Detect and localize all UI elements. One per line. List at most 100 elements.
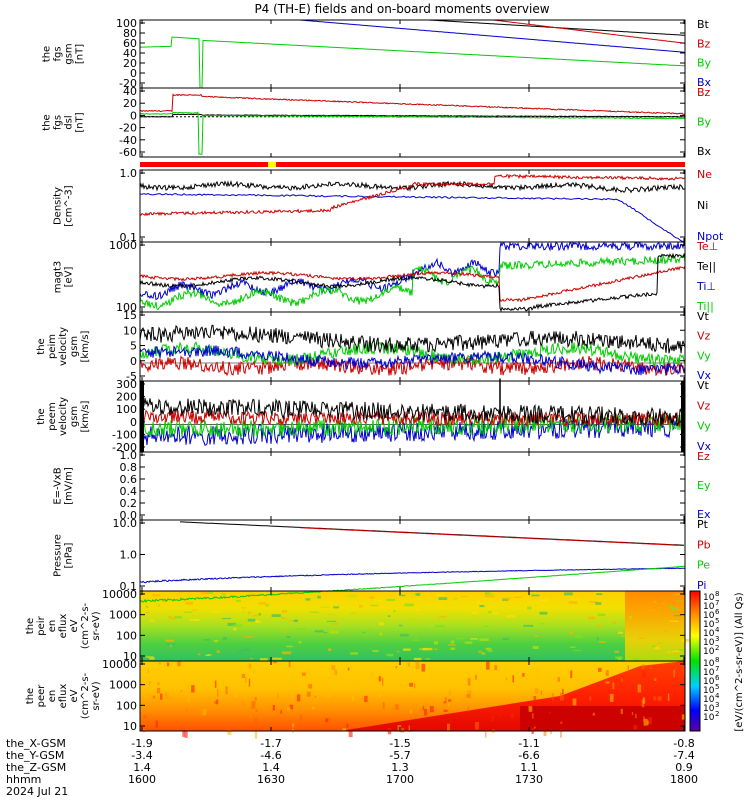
spectro-cell [653, 600, 657, 603]
y-axis-label: fgs [53, 115, 64, 130]
spectro-cell [281, 651, 292, 655]
ephemeris-value: 1730 [515, 773, 543, 786]
spectro-cell [505, 677, 508, 681]
y-tick-label: 100 [116, 301, 137, 314]
legend-entry: Te⊥ [696, 240, 718, 253]
spectro-cell [251, 701, 256, 709]
y-tick-label: 0.0 [120, 509, 138, 522]
y-axis-label: gsm [69, 406, 80, 427]
spectro-cell [468, 622, 478, 625]
spectro-cell [272, 657, 282, 660]
spectro-cell [403, 683, 407, 687]
spectro-cell [447, 723, 450, 731]
spectro-cell [400, 727, 405, 733]
series-bx-dsl [140, 113, 686, 118]
series-by-gsm [140, 36, 686, 89]
spectro-cell [409, 682, 413, 687]
spectro-cell [371, 650, 379, 652]
y-axis-label: velocity [58, 397, 69, 436]
spectro-cell [654, 678, 657, 681]
legend-entry: Vz [697, 330, 711, 343]
spectro-cell [539, 599, 547, 601]
spectro-cell [414, 683, 416, 689]
spectro-cell [247, 613, 250, 615]
spectro-cell [589, 696, 592, 701]
spectro-cell [569, 646, 576, 648]
spectro-cell [478, 650, 482, 653]
legend-entry: Bx [697, 76, 712, 89]
colorbar-tick-exp: 8 [715, 656, 719, 664]
spectro-cell [648, 609, 659, 612]
spectro-cell [594, 591, 604, 595]
legend-entry: Ti|| [696, 300, 714, 313]
spectro-cell [560, 729, 562, 738]
legend-entry: Ni [697, 199, 708, 212]
spectro-cell [437, 604, 444, 607]
y-axis-label: [nT] [75, 44, 86, 64]
spectro-cell [177, 651, 182, 653]
spectro-cell [643, 716, 645, 723]
spectro-cell [330, 603, 337, 605]
spectro-cell [149, 681, 151, 685]
colorbar-tick-label: 10 [703, 638, 715, 648]
spectro-cell [281, 610, 288, 613]
spectro-cell [202, 709, 206, 716]
y-axis-label: gsm [64, 43, 75, 64]
legend-entry: Pt [697, 518, 709, 531]
y-axis-label: peer [36, 684, 47, 708]
spectro-cell [258, 602, 267, 605]
spectro-cell [308, 683, 312, 689]
spectro-cell [319, 679, 323, 683]
colorbar-tick-label: 10 [703, 647, 715, 657]
spectro-cell [433, 648, 438, 651]
y-tick-label: 80 [123, 27, 137, 40]
colorbar-tick-label: 10 [703, 602, 715, 612]
legend-entry: Ti⊥ [696, 280, 716, 293]
spectro-cell [369, 650, 373, 654]
y-tick-label: 5 [130, 340, 137, 353]
ephemeris-label: hhmm [6, 773, 41, 786]
spectro-cell [145, 656, 154, 658]
spectro-cell [491, 716, 494, 722]
spectro-cell [597, 624, 601, 628]
y-axis-label: E=-VxB [53, 467, 64, 504]
spectro-cell [287, 706, 291, 711]
spectro-cell [379, 622, 384, 626]
ephemeris-value: -1.9 [131, 737, 152, 750]
spectro-cell [642, 670, 646, 678]
spectro-cell [254, 596, 264, 599]
spectro-cell [248, 678, 251, 687]
ephemeris-value: 1800 [670, 773, 698, 786]
y-tick-label: 20 [123, 97, 137, 110]
colorbar-tick-exp: 7 [715, 599, 719, 607]
spectro-cell [370, 673, 373, 678]
spectro-cell [289, 704, 294, 710]
series-ti-par [139, 254, 686, 311]
spectro-cell [572, 698, 577, 706]
spectro-cell [438, 597, 448, 600]
spectro-cell [174, 615, 182, 619]
spectro-cell [254, 730, 258, 739]
spectro-cell [298, 641, 302, 644]
y-tick-label: -60 [119, 146, 137, 159]
spectro-cell [425, 628, 428, 631]
spectro-cell [502, 598, 509, 601]
spectro-cell [425, 658, 431, 660]
legend-entry: Npot [697, 230, 724, 243]
ephemeris-value: 1700 [386, 773, 414, 786]
spectro-cell [305, 598, 311, 601]
y-tick-label: 1.0 [120, 449, 138, 462]
spectro-cell [618, 631, 624, 634]
spectro-cell [512, 594, 521, 596]
spectro-cell [168, 615, 172, 619]
spectro-cell [627, 665, 629, 672]
spectro-cell [221, 618, 231, 620]
ephemeris-label: the_X-GSM [6, 737, 66, 750]
spectro-cell [326, 620, 337, 622]
y-tick-label: 0.4 [120, 485, 138, 498]
spectro-cell [347, 667, 350, 671]
ephemeris-label: the_Z-GSM [6, 761, 66, 774]
spectro-cell [382, 678, 384, 686]
spectro-cell [325, 617, 331, 619]
ephemeris-value: -4.6 [260, 749, 281, 762]
